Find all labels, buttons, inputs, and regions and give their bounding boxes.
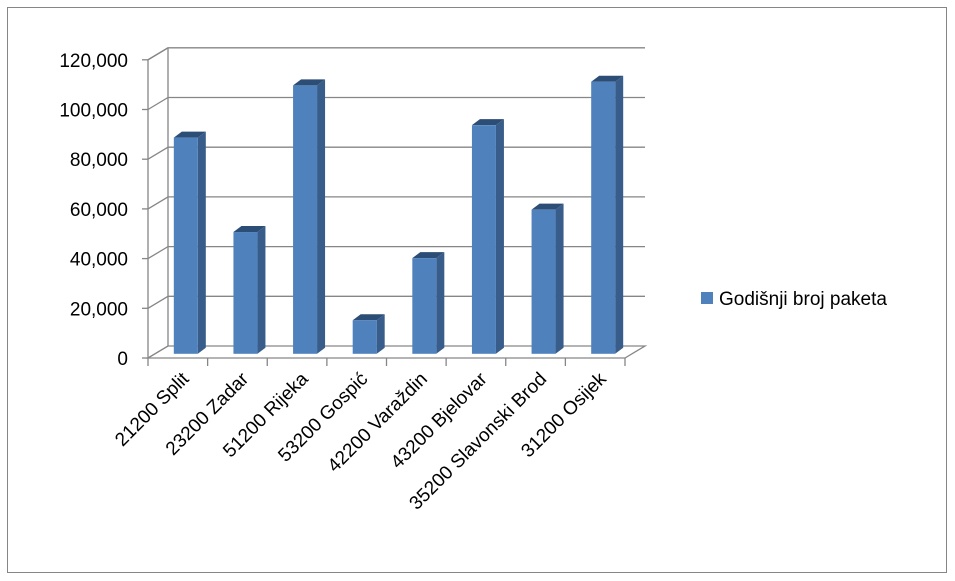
- bar: [591, 75, 624, 354]
- bar-side: [555, 203, 564, 354]
- bar: [173, 131, 206, 354]
- bar-front: [591, 81, 616, 354]
- bar-side: [615, 75, 624, 354]
- floor: [145, 345, 648, 359]
- bar-side: [197, 131, 206, 354]
- y-tick-label: 80,000: [70, 150, 128, 171]
- bar-top: [591, 75, 624, 82]
- bar-front: [293, 85, 318, 354]
- bar-front: [173, 137, 198, 354]
- bar-front: [471, 125, 496, 354]
- gridline: [147, 47, 645, 61]
- bar-top: [531, 203, 564, 210]
- bar-side: [257, 226, 266, 354]
- bar: [531, 203, 564, 354]
- gridline: [147, 96, 645, 111]
- gridline: [147, 196, 645, 210]
- bar-top: [233, 226, 266, 233]
- bar-front: [233, 232, 258, 354]
- bar-front: [412, 258, 437, 354]
- bar-top: [352, 314, 385, 321]
- chart-walls: [145, 47, 648, 359]
- bar-side: [376, 314, 385, 354]
- bar-side: [317, 79, 326, 354]
- bar-top: [471, 119, 504, 126]
- y-tick-label: 100,000: [59, 101, 128, 122]
- bar-front: [531, 209, 556, 354]
- bar-top: [173, 131, 206, 138]
- bar-side: [436, 252, 445, 354]
- legend-label: Godišnji broj paketa: [719, 289, 887, 310]
- y-tick-label: 120,000: [59, 51, 128, 72]
- gridline: [147, 295, 645, 309]
- gridline: [147, 146, 645, 160]
- bar-front: [352, 320, 377, 354]
- y-tick-label: 20,000: [70, 299, 128, 320]
- y-axis-tick-labels: 0 20,000 40,000 60,000 80,000 100,000 120,000: [59, 51, 128, 370]
- y-tick-label: 40,000: [70, 250, 128, 271]
- gridline: [147, 245, 645, 260]
- legend: Godišnji broj paketa: [701, 289, 887, 310]
- bar-side: [495, 119, 504, 354]
- bar-top: [412, 252, 445, 259]
- bar: [233, 226, 266, 354]
- bar: [471, 119, 504, 354]
- bar: [293, 79, 326, 354]
- bar: [352, 314, 385, 354]
- bar-top: [293, 79, 326, 86]
- gridlines: [142, 47, 645, 366]
- bar: [412, 252, 445, 354]
- y-tick-label: 60,000: [70, 200, 128, 221]
- legend-swatch: [701, 292, 713, 304]
- bar-series: [173, 75, 624, 354]
- y-tick-label: 0: [117, 349, 128, 370]
